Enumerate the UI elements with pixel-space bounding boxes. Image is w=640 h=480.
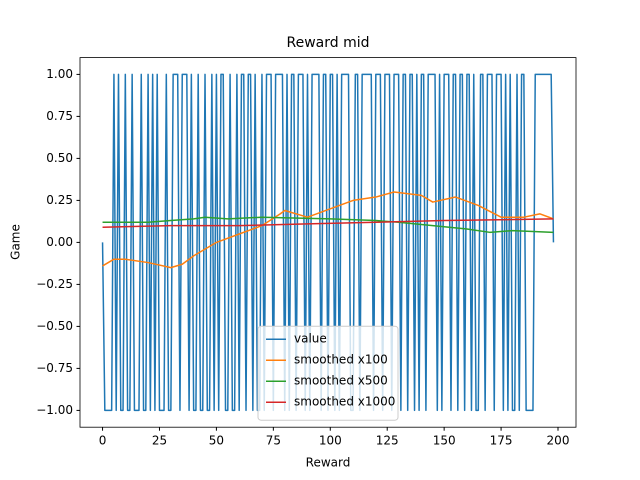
series-line	[102, 216, 554, 234]
y-tick-label: 1.00	[46, 67, 73, 81]
x-tick-label: 200	[547, 434, 570, 448]
legend-label: smoothed x500	[294, 374, 388, 388]
x-tick-label: 125	[376, 434, 399, 448]
y-tick-label: −0.50	[36, 319, 73, 333]
y-tick-label: 0.00	[46, 235, 73, 249]
legend-label: value	[294, 332, 327, 346]
y-tick-label: 0.75	[46, 109, 73, 123]
legend-label: smoothed x100	[294, 353, 388, 367]
x-axis-label: Reward	[306, 456, 351, 470]
series-line	[102, 191, 554, 269]
x-tick-label: 0	[99, 434, 107, 448]
y-tick-label: 0.25	[46, 193, 73, 207]
series-line	[102, 218, 554, 229]
legend-box	[257, 325, 399, 421]
y-axis-label: Game	[9, 224, 23, 260]
legend-label: smoothed x1000	[294, 395, 395, 409]
y-tick-label: −1.00	[36, 403, 73, 417]
x-tick-label: 150	[433, 434, 456, 448]
y-tick-label: −0.75	[36, 361, 73, 375]
plot-frame	[79, 57, 577, 428]
x-tick-label: 175	[490, 434, 513, 448]
y-tick-label: 0.50	[46, 151, 73, 165]
x-tick-label: 100	[319, 434, 342, 448]
y-tick-label: −0.25	[36, 277, 73, 291]
chart-title: Reward mid	[286, 35, 369, 51]
x-tick-label: 50	[209, 434, 224, 448]
x-tick-label: 75	[266, 434, 281, 448]
x-tick-label: 25	[152, 434, 167, 448]
